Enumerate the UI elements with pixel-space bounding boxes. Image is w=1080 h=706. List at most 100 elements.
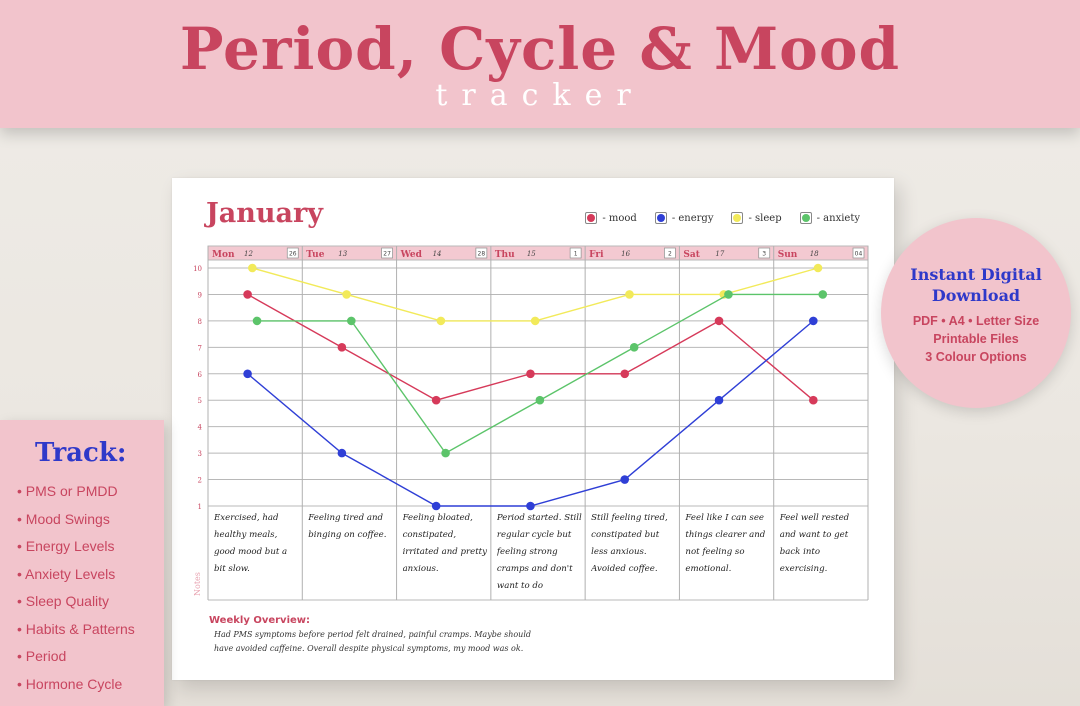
tracker-sheet: January - mood - energy - sleep - anxiety M… xyxy=(172,178,894,680)
day-corner-box xyxy=(569,247,582,259)
day-note-container: Still feeling tired, constipated but les… xyxy=(591,513,668,574)
track-panel: Track: • PMS or PMDD • Mood Swings • Energ… xyxy=(0,420,164,706)
data-point-anxiety xyxy=(818,290,828,299)
legend-item: - sleep xyxy=(731,212,782,224)
day-date: 14 xyxy=(433,250,442,258)
day-date: 18 xyxy=(810,250,819,258)
day-note: Still feeling tired, constipated but les… xyxy=(591,513,668,574)
day-note: Period started. Still regular cycle but … xyxy=(496,513,582,591)
data-point-anxiety xyxy=(441,448,450,458)
day-corner-number: 04 xyxy=(855,251,863,258)
data-point-energy xyxy=(431,501,441,511)
day-name: Sun xyxy=(778,250,798,260)
data-point-anxiety xyxy=(252,316,262,326)
day-note-container: Feel well rested and want to get back in… xyxy=(780,513,849,574)
y-tick-label: 10 xyxy=(193,265,202,273)
chart-legend: - mood - energy - sleep - anxiety xyxy=(585,212,860,224)
data-point-sleep xyxy=(625,290,634,299)
day-note: Feeling bloated, constipated, irritated … xyxy=(402,513,487,574)
day-note: Exercised, had healthy meals, good mood … xyxy=(214,513,288,574)
data-point-mood xyxy=(714,316,724,326)
y-tick-label: 6 xyxy=(198,371,203,379)
series-line-energy xyxy=(247,320,814,507)
legend-swatch xyxy=(799,212,812,224)
y-tick-label: 1 xyxy=(198,503,202,511)
legend-dot xyxy=(587,214,596,222)
badge-line: Printable Files xyxy=(933,332,1019,346)
legend-swatch xyxy=(731,212,744,224)
data-point-sleep xyxy=(436,316,446,326)
day-note: Feel like I can see things clearer and n… xyxy=(685,513,766,574)
day-date: 15 xyxy=(527,250,536,258)
legend-item: - anxiety xyxy=(799,212,860,224)
day-date: 13 xyxy=(338,250,347,258)
track-item: • Mood Swings xyxy=(17,510,110,527)
track-item: • Anxiety Levels xyxy=(17,565,116,582)
y-tick-label: 7 xyxy=(198,344,202,352)
day-corner-number: 2 xyxy=(668,251,672,258)
banner-title: Period, Cycle & Mood xyxy=(179,15,901,83)
data-point-anxiety xyxy=(629,343,639,352)
track-item: • Energy Levels xyxy=(17,538,115,554)
day-corner-number: 3 xyxy=(762,251,766,258)
day-corner-number: 26 xyxy=(289,251,297,258)
track-list: • PMS or PMDD • Mood Swings • Energy Level… xyxy=(17,478,164,698)
track-item: • Habits & Patterns xyxy=(17,620,135,637)
day-name: Wed xyxy=(400,250,423,260)
day-name: Sat xyxy=(683,250,700,260)
day-date: 17 xyxy=(715,250,724,258)
track-item: • Hormone Cycle xyxy=(17,675,123,692)
data-point-energy xyxy=(526,501,535,511)
banner-subtitle: tracker xyxy=(435,78,645,113)
legend-label: - anxiety xyxy=(816,212,860,224)
data-point-sleep xyxy=(813,263,823,273)
data-point-energy xyxy=(337,448,347,458)
track-item: • Sleep Quality xyxy=(17,593,110,609)
data-point-sleep xyxy=(342,290,351,299)
day-note-container: Period started. Still regular cycle but … xyxy=(496,513,582,591)
weekly-overview-text: Had PMS symptoms before period felt drai… xyxy=(214,630,532,653)
badge-line: 3 Colour Options xyxy=(925,350,1027,364)
day-note-container: Exercised, had healthy meals, good mood … xyxy=(214,513,288,574)
y-tick-label: 3 xyxy=(198,450,202,458)
track-title: Track: xyxy=(35,438,127,468)
day-corner-box xyxy=(758,247,771,259)
day-corner-box xyxy=(664,247,676,259)
day-corner-box xyxy=(286,247,299,259)
data-point-energy xyxy=(809,316,818,326)
data-point-energy xyxy=(243,369,252,379)
header-banner: Period, Cycle & Mood tracker xyxy=(0,0,1080,128)
notes-label: Notes xyxy=(193,572,202,596)
day-name: Mon xyxy=(212,250,235,260)
y-tick-label: 9 xyxy=(198,291,202,299)
day-corner-box xyxy=(475,247,488,259)
data-point-energy xyxy=(620,475,630,484)
badge-title: Instant Digital Download xyxy=(910,265,1042,305)
track-item: • Period xyxy=(17,648,67,664)
mood-chart: Mon 12 26 Tue 13 27 Wed 14 28 Thu 15 1 Fri 16 2 Sat 17 3 S… xyxy=(193,245,869,601)
legend-swatch xyxy=(585,212,598,224)
data-point-mood xyxy=(620,369,630,379)
y-tick-label: 8 xyxy=(198,318,202,326)
legend-label: - mood xyxy=(602,212,637,224)
day-corner-box xyxy=(852,247,865,259)
legend-swatch xyxy=(654,212,667,224)
badge-details: PDF • A4 • Letter Size Printable Files 3 C… xyxy=(881,312,1071,366)
track-item: • PMS or PMDD xyxy=(17,483,118,499)
data-point-mood xyxy=(526,369,535,379)
legend-label: - energy xyxy=(671,212,714,224)
legend-item: - mood xyxy=(585,212,637,224)
day-note-container: Feeling tired and binging on coffee. xyxy=(308,513,387,540)
day-note: Feeling tired and binging on coffee. xyxy=(308,513,387,540)
legend-dot xyxy=(656,214,665,222)
badge-line: PDF • A4 • Letter Size xyxy=(912,314,1040,328)
data-point-mood xyxy=(337,343,347,352)
day-corner-number: 28 xyxy=(478,251,486,258)
day-corner-number: 27 xyxy=(383,251,391,258)
data-point-mood xyxy=(431,395,441,405)
y-tick-label: 4 xyxy=(198,424,203,432)
data-point-energy xyxy=(714,395,724,405)
month-title: January xyxy=(206,198,323,229)
legend-item: - energy xyxy=(654,212,714,224)
day-corner-number: 1 xyxy=(574,251,578,258)
